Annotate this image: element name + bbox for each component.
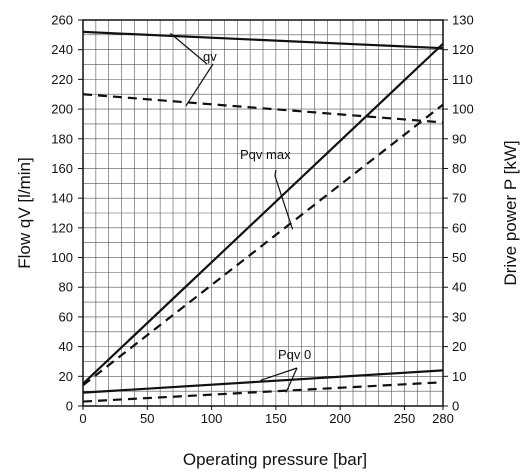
- tick-labels: 0 50 100 150 200 250 2800204060801001201401601…: [51, 13, 473, 427]
- y-right-tick-label: 100: [452, 102, 474, 117]
- y-left-tick-label: 220: [51, 72, 73, 87]
- y-right-tick-label: 130: [452, 13, 474, 28]
- series-line-pqv-0-dashed: [82, 381, 444, 403]
- annotation-qv: qv: [203, 49, 217, 64]
- y-right-axis-title: Drive power P [kW]: [501, 140, 520, 285]
- leader-pqv-max-solid: [274, 169, 277, 177]
- y-right-tick-label: 50: [452, 250, 466, 265]
- y-right-tick-label: 90: [452, 131, 466, 146]
- x-tick-label: 100: [201, 411, 223, 426]
- leader-pqv-max-dashed: [274, 175, 294, 230]
- y-right-tick-label: 110: [452, 72, 473, 87]
- y-left-tick-label: 40: [59, 339, 73, 354]
- y-right-tick-label: 120: [452, 42, 474, 57]
- y-right-tick-label: 0: [452, 399, 459, 414]
- y-right-tick-label: 10: [452, 369, 466, 384]
- y-right-tick-label: 70: [452, 191, 466, 206]
- y-left-tick-label: 160: [51, 161, 73, 176]
- series-line-qv-dashed: [82, 93, 444, 124]
- x-tick-label: 280: [432, 411, 454, 426]
- y-left-tick-label: 0: [66, 399, 73, 414]
- annotation-leaders: [170, 32, 298, 393]
- y-left-tick-label: 180: [51, 131, 73, 146]
- y-right-tick-label: 40: [452, 280, 466, 295]
- series-line-pqv-max-solid: [82, 42, 444, 385]
- y-left-axis-title: Flow qV [l/min]: [15, 157, 34, 268]
- y-left-tick-label: 240: [51, 42, 73, 57]
- grid: [83, 20, 443, 406]
- y-left-tick-label: 80: [59, 280, 73, 295]
- x-axis-title: Operating pressure [bar]: [183, 450, 367, 469]
- series-line-qv-solid: [82, 30, 444, 50]
- y-left-tick-label: 140: [51, 191, 73, 206]
- plot-frame: [82, 19, 444, 407]
- y-right-tick-label: 30: [452, 309, 466, 324]
- y-right-tick-label: 60: [452, 220, 466, 235]
- leader-qv-solid: [170, 32, 208, 65]
- x-tick-label: 150: [265, 411, 287, 426]
- y-left-tick-label: 100: [51, 250, 73, 265]
- annotation-pqv-0: Pqv 0: [278, 347, 311, 362]
- y-left-tick-label: 260: [51, 13, 73, 28]
- x-tick-label: 0: [79, 411, 86, 426]
- curves: [82, 30, 444, 403]
- series-line-pqv-0-solid: [82, 369, 444, 394]
- y-left-tick-label: 20: [59, 369, 73, 384]
- y-right-tick-label: 80: [452, 161, 466, 176]
- series-line-pqv-max-dashed: [82, 103, 444, 387]
- annotation-pqv-max: Pqv max: [240, 147, 291, 162]
- x-tick-label: 50: [140, 411, 154, 426]
- y-left-tick-label: 200: [51, 102, 73, 117]
- y-right-tick-label: 20: [452, 339, 466, 354]
- x-tick-label: 200: [329, 411, 351, 426]
- y-left-tick-label: 120: [51, 220, 73, 235]
- leader-pqv0-dashed: [285, 367, 298, 393]
- leader-pqv0-solid: [260, 367, 298, 382]
- leader-qv-dashed: [185, 63, 214, 107]
- y-left-tick-label: 60: [59, 309, 73, 324]
- x-tick-label: 250: [394, 411, 416, 426]
